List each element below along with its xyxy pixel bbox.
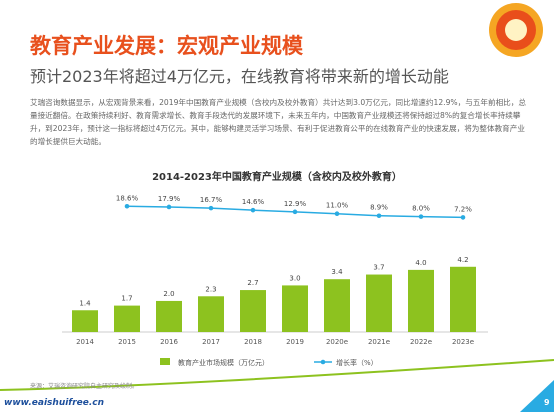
chart-title: 2014-2023年中国教育产业规模（含校内及校外教育） (152, 170, 402, 183)
line-point (376, 213, 382, 219)
line-value-label: 8.9% (370, 204, 388, 212)
bar (282, 285, 308, 332)
line-value-label: 8.0% (412, 205, 430, 213)
legend-swatch (160, 358, 170, 365)
legend-swatch-dot (320, 359, 326, 365)
bar (450, 266, 476, 332)
slide-subtitle: 预计2023年将超过4万亿元，在线教育将带来新的增长动能 (30, 67, 449, 86)
bar-value-label: 4.2 (457, 256, 468, 264)
x-tick-label: 2018 (244, 338, 262, 346)
corner-decor (520, 380, 554, 412)
bar (156, 300, 182, 332)
bar (198, 296, 224, 332)
line-value-label: 7.2% (454, 205, 472, 213)
bar (408, 269, 434, 332)
bar-value-label: 1.7 (121, 295, 132, 303)
line-point (208, 205, 214, 211)
line-point (166, 204, 172, 210)
x-tick-label: 2020e (326, 338, 348, 346)
bar-value-label: 1.4 (79, 299, 91, 307)
bar (114, 305, 140, 332)
slide-title: 教育产业发展：宏观产业规模 (30, 34, 303, 58)
footer-url: www.eaishuifree.cn (4, 398, 104, 408)
x-tick-label: 2021e (368, 338, 390, 346)
line-point (418, 214, 424, 219)
bar-value-label: 3.7 (373, 264, 384, 272)
line-point (460, 215, 466, 220)
line-value-label: 14.6% (242, 198, 265, 206)
line-point (334, 211, 340, 216)
decor-swoosh (0, 359, 554, 391)
line-value-label: 11.0% (326, 202, 349, 210)
bar-value-label: 3.0 (289, 274, 300, 282)
line-point (250, 207, 256, 213)
bar (324, 279, 350, 332)
x-tick-label: 2014 (76, 338, 94, 346)
source: 来源：艾瑞咨询研究院自主研究及绘制。 (30, 382, 138, 390)
bar-value-label: 2.7 (247, 279, 258, 287)
bar (72, 310, 98, 332)
line-value-label: 18.6% (116, 194, 139, 202)
line-point (292, 209, 298, 215)
bar-value-label: 2.3 (205, 285, 216, 293)
x-tick-label: 2016 (160, 338, 178, 346)
x-tick-label: 2015 (118, 338, 136, 346)
x-tick-label: 2023e (452, 338, 474, 346)
x-tick-label: 2019 (286, 338, 304, 346)
logo (489, 3, 543, 57)
page-number: 9 (544, 398, 550, 407)
bar (240, 290, 266, 332)
x-tick-label: 2017 (202, 338, 220, 346)
x-tick-label: 2022e (410, 338, 432, 346)
bar-value-label: 3.4 (331, 268, 343, 276)
line-value-label: 12.9% (284, 200, 307, 208)
bar-value-label: 4.0 (415, 259, 426, 267)
legend-label: 增长率（%） (336, 358, 378, 367)
legend-label: 教育产业市场规模（万亿元） (178, 358, 269, 367)
line-value-label: 16.7% (200, 196, 223, 204)
line-value-label: 17.9% (158, 195, 181, 203)
line-point (124, 203, 130, 209)
bar (366, 274, 392, 332)
bar-value-label: 2.0 (163, 290, 174, 298)
paragraph: 艾瑞咨询数据显示，从宏观背景来看，2019年中国教育产业规模（含校内及校外教育）… (30, 98, 526, 146)
